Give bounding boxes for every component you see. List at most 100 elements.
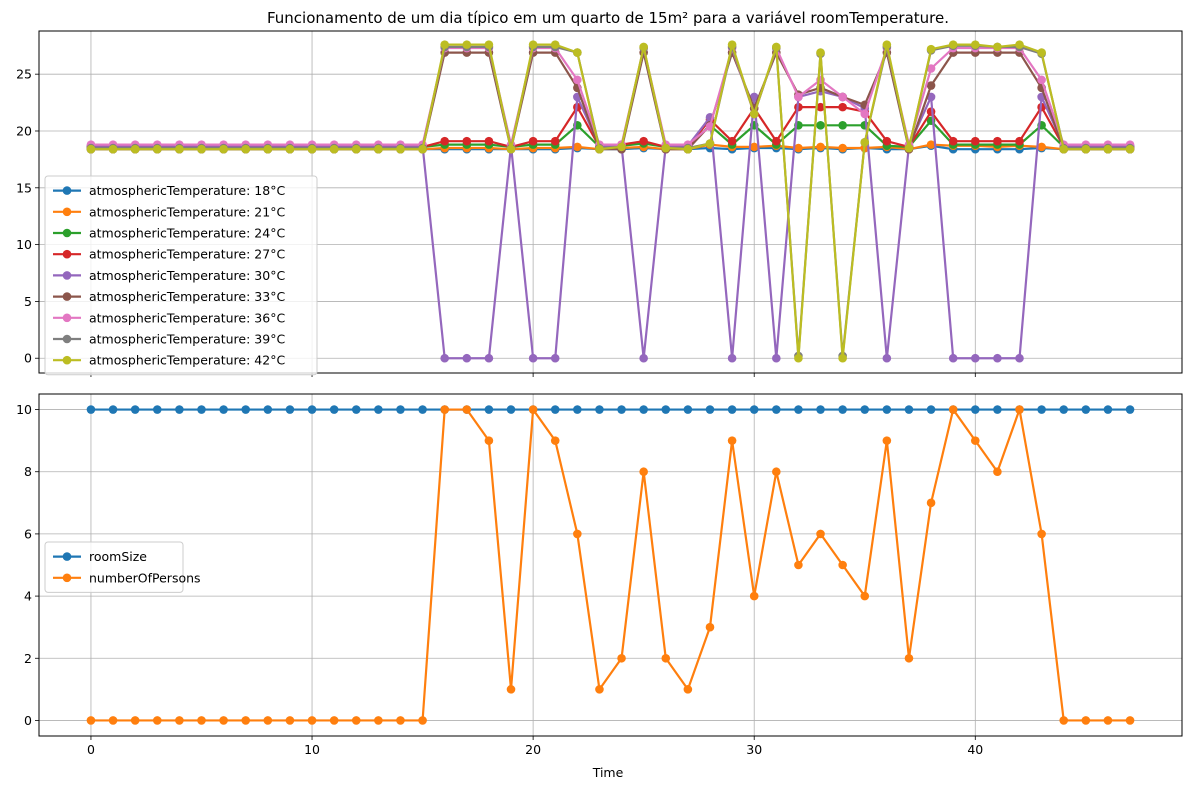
data-point	[838, 143, 847, 153]
data-point	[970, 40, 980, 49]
legend-label: atmosphericTemperature: 24°C	[89, 226, 285, 241]
data-point	[1103, 405, 1113, 414]
data-point	[882, 405, 892, 414]
legend-label: numberOfPersons	[89, 570, 201, 585]
data-point	[838, 353, 847, 363]
data-point	[219, 716, 228, 725]
data-point	[462, 353, 472, 363]
data-point	[683, 405, 693, 414]
data-point	[970, 436, 980, 445]
data-point	[816, 121, 825, 130]
data-point	[418, 716, 427, 725]
data-point	[1081, 405, 1091, 414]
occupancy-panel: 0 10 20 30 40 0 2 4 6 8 10 roomSize numberOfPersons	[16, 393, 1183, 757]
data-point	[484, 436, 494, 445]
data-point	[749, 142, 759, 152]
data-point	[1125, 405, 1135, 414]
data-point	[1037, 75, 1046, 85]
data-point	[838, 92, 847, 102]
data-point	[573, 48, 582, 57]
legend-marker	[62, 292, 72, 301]
data-point	[462, 136, 472, 146]
data-point	[1059, 144, 1069, 154]
data-point	[506, 405, 516, 414]
x-tick-label: 30	[746, 742, 762, 757]
data-point	[1125, 716, 1135, 725]
legend-label: roomSize	[89, 549, 147, 564]
data-point	[484, 353, 494, 363]
legend-marker	[62, 334, 72, 344]
data-point	[727, 353, 737, 363]
series-atmosphericTemperature: 42°C	[86, 40, 1135, 363]
data-point	[816, 142, 825, 152]
data-point	[374, 144, 383, 154]
data-point	[639, 467, 648, 477]
legend-item: roomSize	[53, 549, 147, 564]
data-point	[661, 405, 671, 414]
data-point	[263, 405, 273, 414]
data-point	[1059, 405, 1069, 414]
legend-label: atmosphericTemperature: 39°C	[89, 332, 285, 347]
data-point	[462, 405, 472, 414]
data-point	[241, 405, 251, 414]
legend-marker	[62, 573, 72, 583]
data-point	[528, 40, 538, 49]
data-point	[440, 353, 449, 363]
data-point	[374, 716, 383, 725]
data-point	[595, 405, 604, 414]
data-point	[948, 405, 958, 414]
data-point	[1081, 716, 1091, 725]
data-point	[550, 405, 560, 414]
temperature-legend: atmosphericTemperature: 18°C atmosphericT…	[44, 175, 318, 376]
data-point	[418, 405, 427, 414]
data-point	[573, 75, 582, 85]
data-point	[794, 143, 803, 153]
data-point	[329, 405, 339, 414]
data-point	[86, 405, 96, 414]
data-point	[816, 48, 825, 57]
data-point	[528, 405, 538, 414]
data-point	[1015, 136, 1024, 146]
data-point	[749, 591, 759, 601]
data-point	[772, 467, 781, 477]
data-point	[506, 144, 516, 154]
data-point	[860, 591, 870, 601]
legend-item: atmosphericTemperature: 36°C	[53, 310, 285, 325]
y-tick-label: 10	[16, 237, 32, 252]
data-point	[926, 405, 936, 414]
data-point	[948, 353, 958, 363]
data-point	[307, 405, 317, 414]
data-point	[506, 685, 516, 694]
data-point	[374, 405, 383, 414]
temperature-axes-frame	[38, 30, 1183, 374]
data-point	[130, 405, 140, 414]
data-point	[926, 498, 936, 508]
data-point	[993, 353, 1002, 363]
legend-label: atmosphericTemperature: 21°C	[89, 204, 285, 219]
legend-label: atmosphericTemperature: 36°C	[89, 310, 285, 325]
y-tick-label: 0	[24, 713, 32, 728]
legend-marker	[62, 207, 72, 217]
legend-item: atmosphericTemperature: 21°C	[53, 204, 285, 219]
data-point	[130, 144, 140, 154]
data-point	[573, 405, 582, 414]
data-point	[816, 405, 825, 414]
legend-label: atmosphericTemperature: 27°C	[89, 247, 285, 262]
data-point	[307, 144, 317, 154]
data-point	[772, 136, 781, 146]
data-point	[639, 353, 648, 363]
data-point	[175, 716, 184, 725]
occupancy-series	[86, 405, 1135, 725]
data-point	[794, 560, 803, 570]
data-point	[727, 436, 737, 445]
y-tick-label: 10	[16, 402, 32, 417]
legend-marker	[62, 355, 72, 365]
occupancy-axes-frame	[38, 393, 1183, 737]
series-numberOfPersons	[86, 405, 1135, 725]
data-point	[263, 716, 273, 725]
data-point	[794, 405, 803, 414]
temperature-ticks: 0 5 10 15 20 25	[16, 67, 976, 377]
legend-item: atmosphericTemperature: 30°C	[53, 268, 285, 283]
